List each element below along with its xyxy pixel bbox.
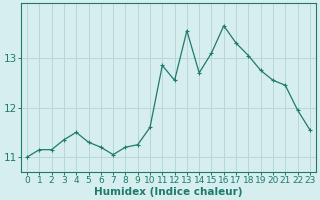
X-axis label: Humidex (Indice chaleur): Humidex (Indice chaleur) <box>94 187 243 197</box>
